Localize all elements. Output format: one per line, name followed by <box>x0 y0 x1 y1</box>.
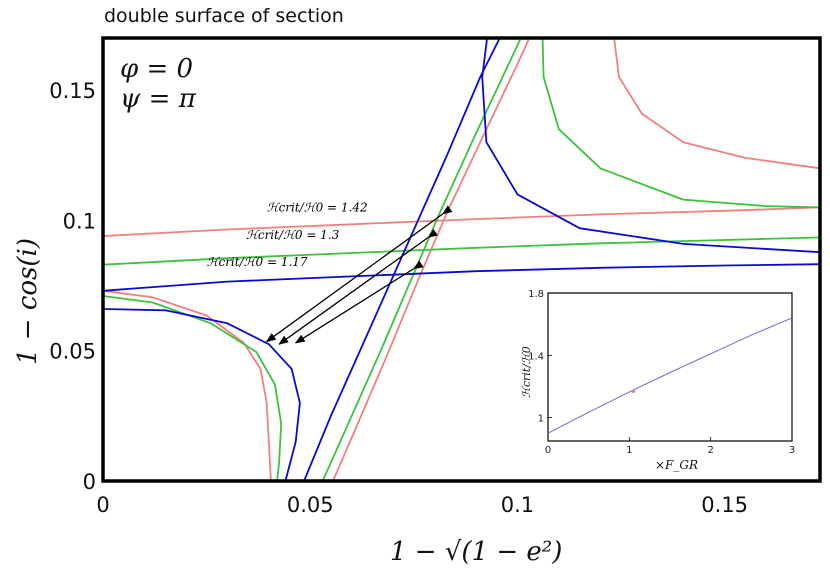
inset-x-tick-label-0: 0 <box>545 445 551 456</box>
x-tick-label-2: 0.1 <box>501 493 534 517</box>
y-tick-label-2: 0.1 <box>63 209 96 233</box>
inset-y-tick-label-0: 1 <box>538 414 544 425</box>
series-1-curve-1 <box>103 295 283 481</box>
inset-plot: 0 1 2 3 1 1.4 1.8 <box>528 289 795 456</box>
main-plot-ticks: 0 0.05 0.1 0.15 0 0.05 0.1 0.15 <box>49 79 748 517</box>
inset-x-tick-label-1: 1 <box>626 445 632 456</box>
main-plot-annotations: ℋcrit/ℋ0 = 1.42 ℋcrit/ℋ0 = 1.3 ℋcrit/ℋ0 = … <box>207 200 453 345</box>
y-axis-label: 1 − cos(i) <box>13 238 43 365</box>
series-0-curve-3 <box>613 38 820 170</box>
figure-title: double surface of section <box>104 5 344 27</box>
x-tick-label-1: 0.05 <box>287 493 334 517</box>
inset-x-tick-label-3: 3 <box>789 445 795 456</box>
inset-x-tick-label-2: 2 <box>707 445 713 456</box>
x-tick-label-3: 0.15 <box>701 493 748 517</box>
contour-label-0: ℋcrit/ℋ0 = 1.42 <box>267 200 368 214</box>
y-tick-label-0: 0 <box>83 470 96 494</box>
inset-series-0 <box>547 317 793 434</box>
series-2-curve-1 <box>103 308 301 481</box>
psi-label: ψ = π <box>120 84 197 114</box>
series-1-curve-3 <box>541 38 820 209</box>
inset-marker <box>631 389 636 393</box>
series-0-curve-2 <box>332 38 531 481</box>
main-plot-frame <box>101 36 822 483</box>
y-tick-label-3: 0.15 <box>49 79 96 103</box>
inset-frame <box>547 292 793 442</box>
contour-label-1: ℋcrit/ℋ0 = 1.3 <box>246 228 340 242</box>
series-1-curve-2 <box>321 38 522 481</box>
series-2-curve-0 <box>103 263 820 292</box>
main-plot-curves <box>103 38 820 481</box>
x-axis-label: 1 − √(1 − e²) <box>390 537 562 567</box>
inset-y-tick-label-2: 1.8 <box>528 289 544 300</box>
series-0-curve-0 <box>103 206 820 237</box>
inset-y-tick-label-1: 1.4 <box>528 351 544 362</box>
y-tick-label-1: 0.05 <box>49 340 96 364</box>
series-0-curve-1 <box>103 289 272 481</box>
contour-label-2: ℋcrit/ℋ0 = 1.17 <box>207 255 308 269</box>
double-arrow-2 <box>294 260 424 344</box>
series-1-curve-0 <box>103 236 820 266</box>
phi-label: φ = 0 <box>120 54 193 84</box>
inset-y-axis-label: ℋcrit/ℋ0 <box>520 346 533 398</box>
inset-x-axis-label: ×F_GR <box>655 458 698 472</box>
series-2-curve-3 <box>481 38 820 254</box>
x-tick-label-0: 0 <box>96 493 109 517</box>
